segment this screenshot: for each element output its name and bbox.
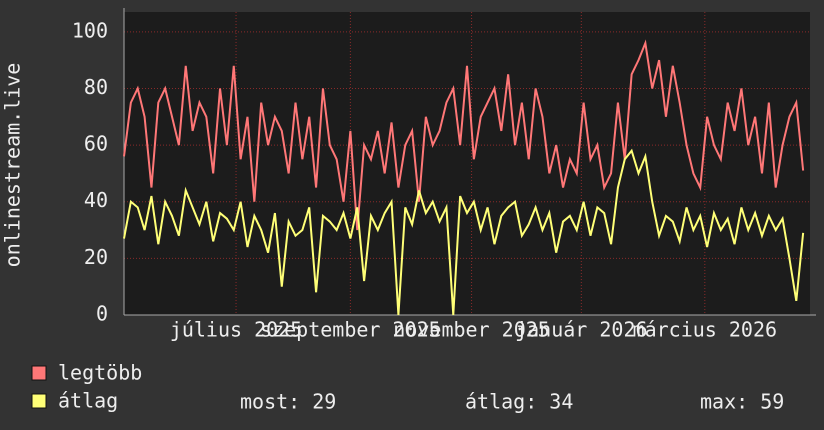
legend-swatch [31, 365, 47, 381]
legend-swatch [31, 393, 47, 409]
y-tick-label: 40 [84, 188, 108, 212]
x-tick-label: július 2025 [170, 318, 302, 342]
y-tick-label: 0 [96, 302, 108, 326]
plot-area [124, 12, 810, 315]
x-tick-label: január 2026 [515, 318, 647, 342]
x-tick-label: november 2025 [393, 318, 550, 342]
stat-max: max: 59 [700, 390, 784, 414]
stat-now: most: 29 [240, 390, 336, 414]
x-tick-label: szeptember 2025 [260, 318, 441, 342]
y-tick-label: 60 [84, 132, 108, 156]
y-axis-label: onlinestream.live [1, 63, 25, 268]
y-tick-label: 100 [72, 18, 108, 42]
series-line [123, 148, 805, 316]
stat-avg: átlag: 34 [465, 390, 573, 414]
legend-label: legtöbb [58, 361, 142, 385]
x-tick-label: március 2026 [633, 318, 778, 342]
y-tick-label: 80 [84, 75, 108, 99]
y-tick-label: 20 [84, 245, 108, 269]
series-line [123, 39, 805, 231]
legend-label: átlag [58, 389, 118, 413]
